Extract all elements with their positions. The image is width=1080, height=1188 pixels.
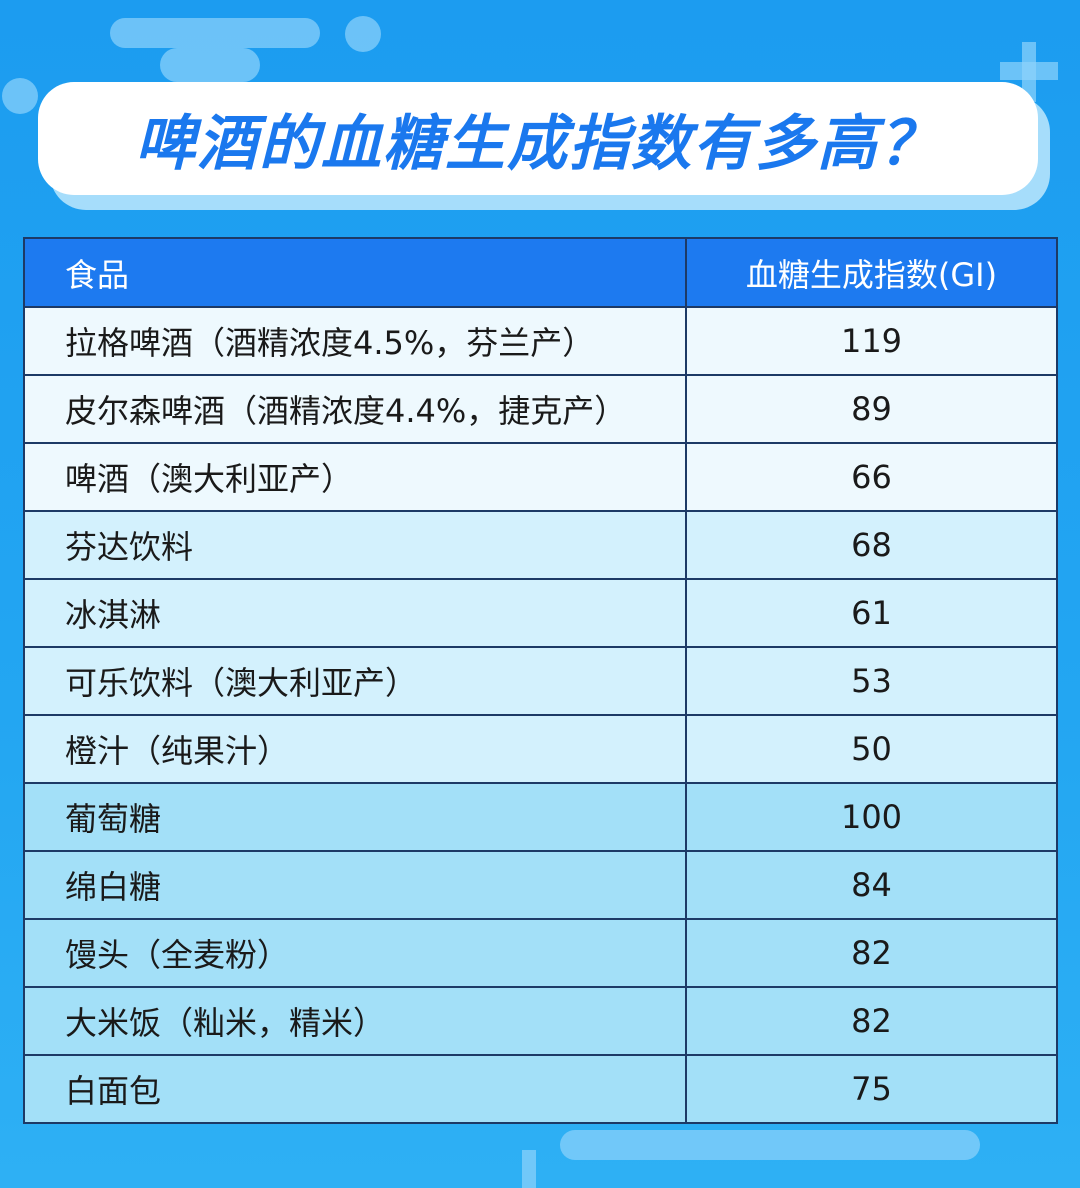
gi-cell: 66 <box>851 458 892 496</box>
table-row: 葡萄糖 100 <box>25 782 1056 850</box>
food-cell: 冰淇淋 <box>25 580 687 646</box>
gi-cell: 84 <box>851 866 892 904</box>
decoration <box>2 78 38 114</box>
food-cell: 啤酒（澳大利亚产） <box>25 444 687 510</box>
gi-cell: 89 <box>851 390 892 428</box>
gi-cell: 100 <box>840 798 903 836</box>
table-row: 拉格啤酒（酒精浓度4.5%，芬兰产） 119 <box>25 306 1056 374</box>
decoration <box>110 18 320 48</box>
table-row: 绵白糖 84 <box>25 850 1056 918</box>
title-box: 啤酒的血糖生成指数有多高？ <box>38 82 1038 195</box>
decoration <box>345 16 381 52</box>
gi-cell: 61 <box>851 594 892 632</box>
header-row: 食品 血糖生成指数(GI) <box>25 239 1056 306</box>
table-row: 馒头（全麦粉） 82 <box>25 918 1056 986</box>
decoration <box>1000 62 1058 80</box>
food-cell: 皮尔森啤酒（酒精浓度4.4%，捷克产） <box>25 376 687 442</box>
gi-cell: 82 <box>851 1002 892 1040</box>
food-cell: 白面包 <box>25 1056 687 1122</box>
table-row: 皮尔森啤酒（酒精浓度4.4%，捷克产） 89 <box>25 374 1056 442</box>
food-cell: 葡萄糖 <box>25 784 687 850</box>
food-cell: 可乐饮料（澳大利亚产） <box>25 648 687 714</box>
gi-cell: 75 <box>851 1070 892 1108</box>
gi-cell: 119 <box>840 322 903 360</box>
food-cell: 芬达饮料 <box>25 512 687 578</box>
gi-cell: 53 <box>851 662 892 700</box>
food-cell: 拉格啤酒（酒精浓度4.5%，芬兰产） <box>25 308 687 374</box>
food-cell: 绵白糖 <box>25 852 687 918</box>
table-row: 啤酒（澳大利亚产） 66 <box>25 442 1056 510</box>
decoration <box>522 1150 536 1188</box>
title: 啤酒的血糖生成指数有多高？ <box>135 109 941 179</box>
table: 食品 血糖生成指数(GI) 拉格啤酒（酒精浓度4.5%，芬兰产） 119 皮尔森啤酒… <box>23 237 1058 1124</box>
food-cell: 馒头（全麦粉） <box>25 920 687 986</box>
table-row: 芬达饮料 68 <box>25 510 1056 578</box>
decoration <box>160 48 260 82</box>
table-row: 可乐饮料（澳大利亚产） 53 <box>25 646 1056 714</box>
header-cell: 血糖生成指数(GI) <box>745 255 998 294</box>
table-row: 橙汁（纯果汁） 50 <box>25 714 1056 782</box>
table-row: 白面包 75 <box>25 1054 1056 1122</box>
table-row: 大米饭（籼米，精米） 82 <box>25 986 1056 1054</box>
table-row: 冰淇淋 61 <box>25 578 1056 646</box>
header-cell: 食品 <box>25 239 687 306</box>
decoration <box>560 1130 980 1160</box>
gi-cell: 68 <box>851 526 892 564</box>
food-cell: 橙汁（纯果汁） <box>25 716 687 782</box>
gi-cell: 50 <box>851 730 892 768</box>
gi-cell: 82 <box>851 934 892 972</box>
food-cell: 大米饭（籼米，精米） <box>25 988 687 1054</box>
